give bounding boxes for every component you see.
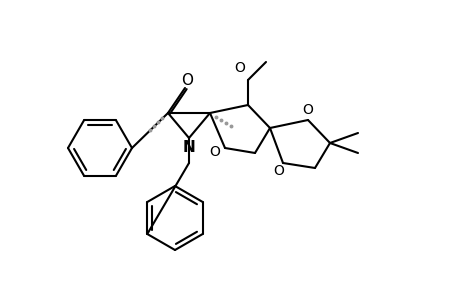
Text: O: O	[180, 73, 193, 88]
Text: N: N	[182, 140, 195, 155]
Text: O: O	[234, 61, 245, 75]
Text: O: O	[273, 164, 284, 178]
Text: O: O	[209, 145, 220, 159]
Text: O: O	[302, 103, 313, 117]
